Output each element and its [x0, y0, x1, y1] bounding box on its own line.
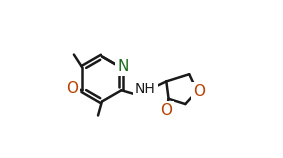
Text: N: N — [117, 59, 129, 74]
Text: O: O — [66, 81, 78, 96]
Text: O: O — [193, 84, 205, 99]
Text: O: O — [160, 103, 172, 118]
Text: NH: NH — [135, 82, 156, 96]
